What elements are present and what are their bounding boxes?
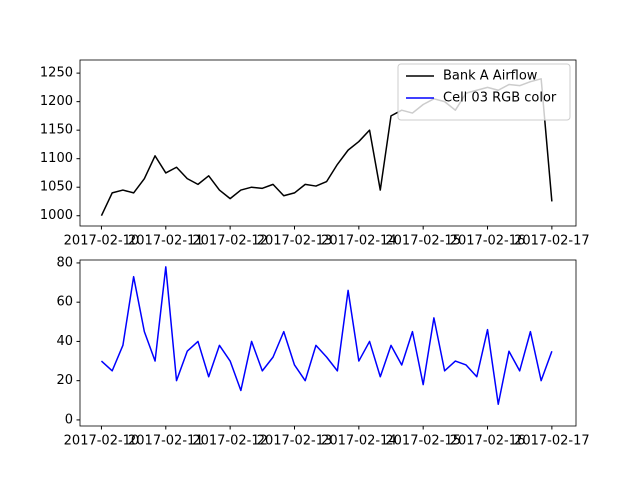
x-tick-label: 2017-02-15 [385,234,461,249]
y-tick-label: 1250 [40,66,73,81]
y-tick-label: 1150 [40,123,73,138]
x-tick-label: 2017-02-17 [514,234,590,249]
y-tick-label: 1100 [40,151,73,166]
x-tick-label: 2017-02-11 [128,434,204,449]
y-tick-label: 60 [56,295,73,310]
legend-box [397,63,571,121]
x-tick-label: 2017-02-13 [257,234,333,249]
x-tick-label: 2017-02-17 [514,434,590,449]
x-tick-label: 2017-02-15 [385,434,461,449]
x-tick-label: 2017-02-16 [450,434,526,449]
axes-frame [79,59,577,227]
x-tick-label: 2017-02-14 [321,234,397,249]
data-line [100,266,553,405]
y-tick-label: 80 [56,255,73,270]
y-tick-label: 40 [56,334,73,349]
legend-label: Cell 03 RGB color [443,91,557,106]
x-tick-label: 2017-02-10 [64,234,140,249]
x-tick-label: 2017-02-10 [64,434,140,449]
y-tick-label: 20 [56,373,73,388]
x-tick-label: 2017-02-13 [257,434,333,449]
axes-frame [79,259,577,427]
x-tick-label: 2017-02-12 [192,434,268,449]
x-tick-label: 2017-02-16 [450,234,526,249]
x-tick-label: 2017-02-11 [128,234,204,249]
y-tick-label: 1050 [40,180,73,195]
legend-label: Bank A Airflow [443,69,538,84]
y-tick-label: 1000 [40,208,73,223]
y-tick-label: 1200 [40,94,73,109]
x-tick-label: 2017-02-14 [321,434,397,449]
x-tick-label: 2017-02-12 [192,234,268,249]
y-tick-label: 0 [65,412,73,427]
